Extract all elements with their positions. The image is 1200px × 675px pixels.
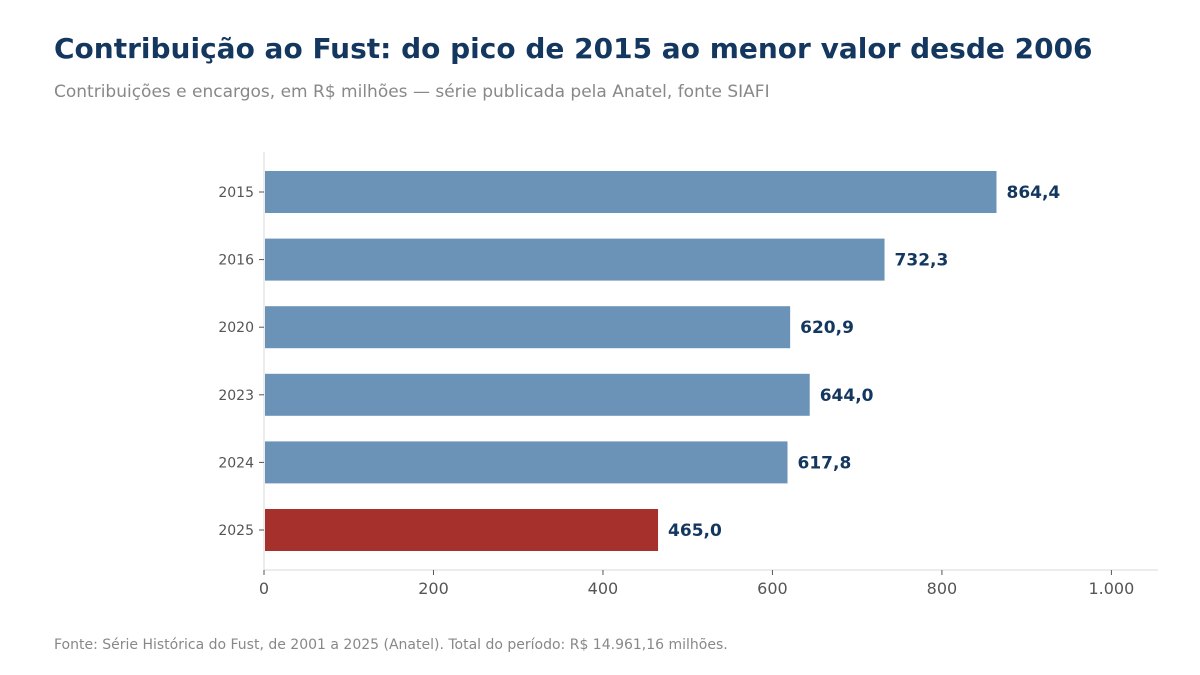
category-label: 2025 (218, 523, 254, 539)
x-tick-label: 0 (259, 579, 269, 598)
category-label: 2020 (218, 320, 254, 336)
bar-2023 (265, 373, 810, 416)
category-label: 2024 (218, 455, 254, 471)
x-tick-label: 1.000 (1088, 579, 1134, 598)
value-label: 620,9 (800, 318, 854, 338)
category-label: 2015 (218, 185, 254, 201)
value-label: 465,0 (668, 521, 722, 541)
category-label: 2023 (218, 388, 254, 404)
bar-2024 (265, 441, 788, 484)
x-tick-label: 200 (418, 579, 449, 598)
value-label: 732,3 (895, 251, 949, 271)
bar-2020 (265, 306, 791, 349)
value-label: 617,8 (798, 453, 852, 473)
bar-2015 (265, 171, 997, 213)
labels-group: 0 200 400 600 800 1.000 2015 864,4 2016 732,3 2020… (218, 183, 1134, 598)
x-tick-label: 600 (757, 579, 788, 598)
source-footnote: Fonte: Série Histórica do Fust, de 2001 … (54, 637, 728, 653)
category-label: 2016 (218, 253, 254, 269)
chart-title: Contribuição ao Fust: do pico de 2015 ao… (54, 32, 1093, 65)
bar-2016 (265, 238, 885, 281)
value-label: 864,4 (1006, 183, 1060, 203)
bar-2025 (265, 509, 659, 551)
chart-subtitle: Contribuições e encargos, em R$ milhões … (54, 82, 770, 102)
x-tick-label: 400 (588, 579, 619, 598)
x-tick-label: 800 (927, 579, 958, 598)
bars-group (265, 171, 997, 551)
axes-group (259, 152, 1158, 575)
value-label: 644,0 (820, 386, 874, 406)
